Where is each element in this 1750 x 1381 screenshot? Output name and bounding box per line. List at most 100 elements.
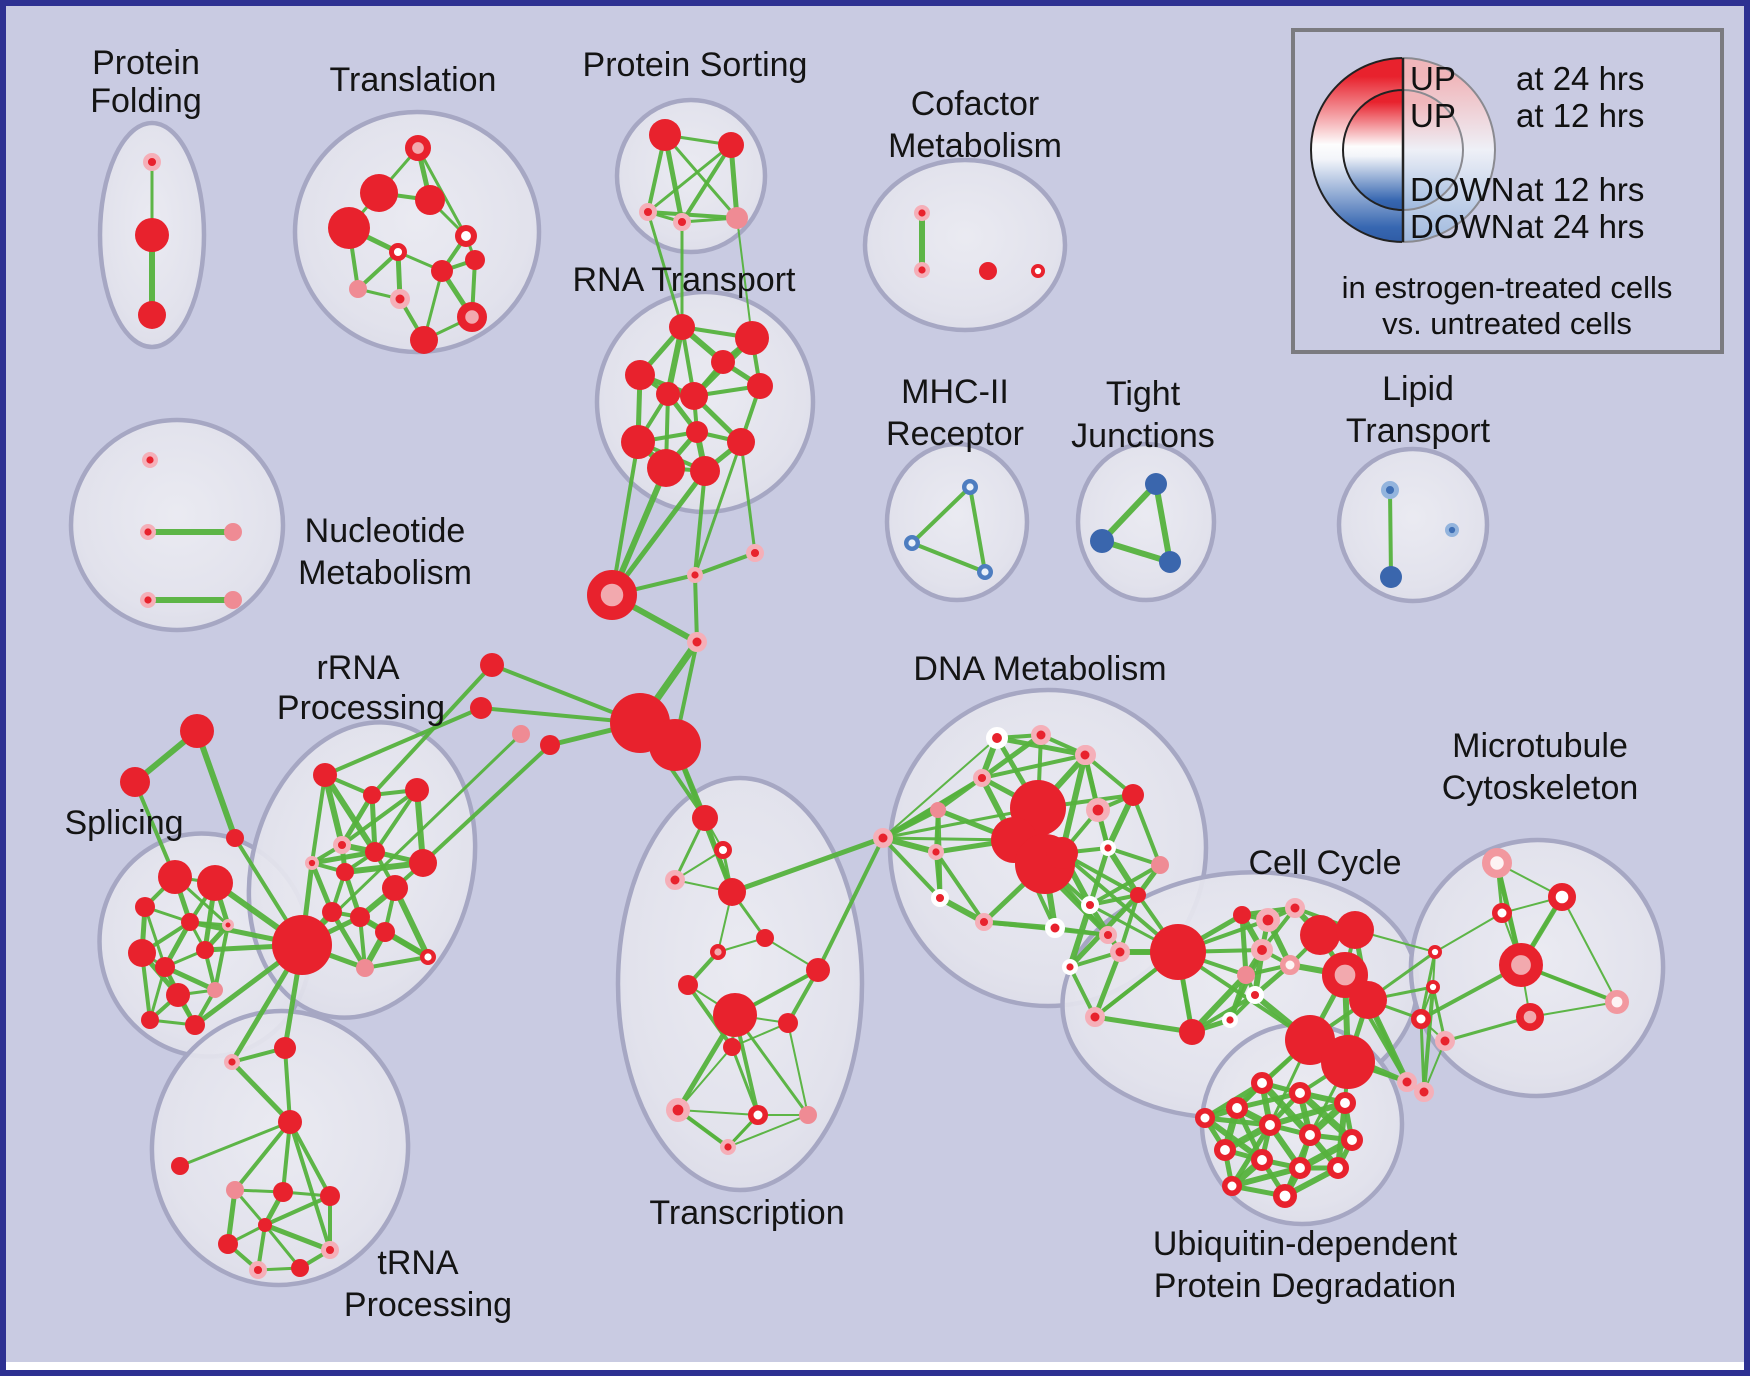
node-tx-11 xyxy=(665,1098,690,1123)
node-dm-12 xyxy=(1098,925,1117,944)
node-rr-3 xyxy=(333,835,352,854)
node-nm-0 xyxy=(141,452,158,469)
edge xyxy=(693,440,743,577)
edge xyxy=(1229,1165,1303,1189)
node-nm-3 xyxy=(139,592,156,609)
cluster-label-nucleotide-metabolism-line1: Nucleotide xyxy=(305,512,466,550)
node-rr-6 xyxy=(365,842,385,862)
edge xyxy=(329,909,368,971)
node-pf-1 xyxy=(135,218,169,252)
node-ub-7 xyxy=(1341,1129,1364,1152)
node-cc-2 xyxy=(1086,797,1111,822)
cluster-label-mhc-ii-receptor-line2: Receptor xyxy=(886,415,1024,453)
node-ub-4 xyxy=(1195,1108,1215,1128)
edge xyxy=(693,573,699,644)
node-mt-2 xyxy=(1492,903,1512,923)
edge xyxy=(739,440,757,555)
node-cc-15 xyxy=(1285,898,1305,918)
edge xyxy=(1228,948,1264,1022)
node-cc-24 xyxy=(1349,981,1387,1019)
node-cc-10 xyxy=(1085,1007,1105,1027)
node-tnh-3 xyxy=(218,1234,238,1254)
cluster-label-rrna-processing-line1: rRNA xyxy=(316,649,399,687)
node-cc-17 xyxy=(1280,955,1300,975)
cluster-ellipse-nucleotide-metabolism xyxy=(68,417,286,633)
node-mt-9 xyxy=(1435,1031,1455,1051)
cluster-label-trna-processing-line1: tRNA xyxy=(377,1244,459,1282)
edge xyxy=(1153,481,1173,565)
cluster-label-lipid-transport-line2: Transport xyxy=(1346,412,1491,450)
node-tj-2 xyxy=(1159,551,1181,573)
edge xyxy=(968,485,987,574)
edge xyxy=(178,1120,292,1168)
node-hx-1 xyxy=(687,567,704,584)
edge xyxy=(357,914,431,960)
node-tr-6 xyxy=(431,260,453,282)
legend-caption-line1: in estrogen-treated cells xyxy=(1342,270,1673,305)
node-rr-12 xyxy=(272,915,332,975)
cluster-label-nucleotide-metabolism-line2: Metabolism xyxy=(298,554,472,592)
cluster-label-mhc-ii-receptor-line1: MHC-II xyxy=(901,373,1009,411)
node-pf-0 xyxy=(143,153,162,172)
node-ps-1 xyxy=(718,132,744,158)
node-sp-7 xyxy=(196,941,214,959)
node-dm-1 xyxy=(986,727,1009,750)
node-dm-4 xyxy=(972,768,991,787)
node-dm-0 xyxy=(873,828,893,848)
node-tr-0 xyxy=(405,134,432,161)
node-tx-10 xyxy=(723,1038,741,1056)
node-hx-0 xyxy=(587,570,637,620)
node-lt-1 xyxy=(1380,566,1402,588)
edge xyxy=(1131,793,1162,867)
node-tr-9 xyxy=(457,302,487,332)
legend-box xyxy=(1291,28,1724,354)
node-cc-1 xyxy=(1122,784,1144,806)
node-tx-6 xyxy=(806,958,830,982)
node-ub-9 xyxy=(1251,1149,1274,1172)
node-tnh-4 xyxy=(321,1240,340,1259)
node-sp-9 xyxy=(207,982,223,998)
node-cc-5 xyxy=(1151,856,1169,874)
node-hx-2 xyxy=(745,543,764,562)
edge xyxy=(356,250,400,291)
node-rt-4 xyxy=(680,382,708,410)
edge xyxy=(283,1046,292,1124)
node-dm-9 xyxy=(928,844,945,861)
node-rr-10 xyxy=(350,907,370,927)
edge xyxy=(133,780,177,879)
edge xyxy=(288,1120,332,1198)
legend: UP at 24 hrs UP at 12 hrs DOWN at 12 hrs… xyxy=(1291,28,1724,354)
node-tx-1 xyxy=(713,840,732,859)
edge xyxy=(1088,863,1162,907)
edge xyxy=(1087,845,1111,908)
node-sp-1 xyxy=(197,865,233,901)
node-hx-3 xyxy=(687,632,707,652)
node-tn-0 xyxy=(223,1053,240,1070)
node-ub-0 xyxy=(1251,1072,1274,1095)
legend-down24-label: DOWN xyxy=(1410,208,1514,245)
node-cc-14 xyxy=(1256,907,1281,932)
node-dm-5 xyxy=(930,802,946,818)
edge xyxy=(229,1059,293,1125)
edge xyxy=(1561,896,1618,1003)
cluster-label-lipid-transport-line1: Lipid xyxy=(1382,370,1454,408)
edge xyxy=(727,1114,809,1148)
edge xyxy=(1099,481,1159,544)
node-cm-2 xyxy=(979,262,997,280)
legend-up12-label: UP xyxy=(1410,97,1456,134)
edge xyxy=(1529,1001,1618,1018)
node-lt-0 xyxy=(1380,481,1399,500)
node-nm-1 xyxy=(139,524,156,541)
node-nm-2 xyxy=(224,523,242,541)
edge xyxy=(610,440,640,597)
node-rt-10 xyxy=(647,449,685,487)
edge xyxy=(882,737,998,839)
edge xyxy=(787,1022,809,1116)
node-tx-13 xyxy=(799,1106,817,1124)
cluster-label-microtubule-cytoskeleton-line2: Cytoskeleton xyxy=(1442,769,1639,807)
node-ub-8 xyxy=(1214,1139,1237,1162)
node-rr-9 xyxy=(322,902,342,922)
node-so-2 xyxy=(226,829,244,847)
edge xyxy=(233,1120,292,1192)
node-sp-6 xyxy=(155,957,175,977)
